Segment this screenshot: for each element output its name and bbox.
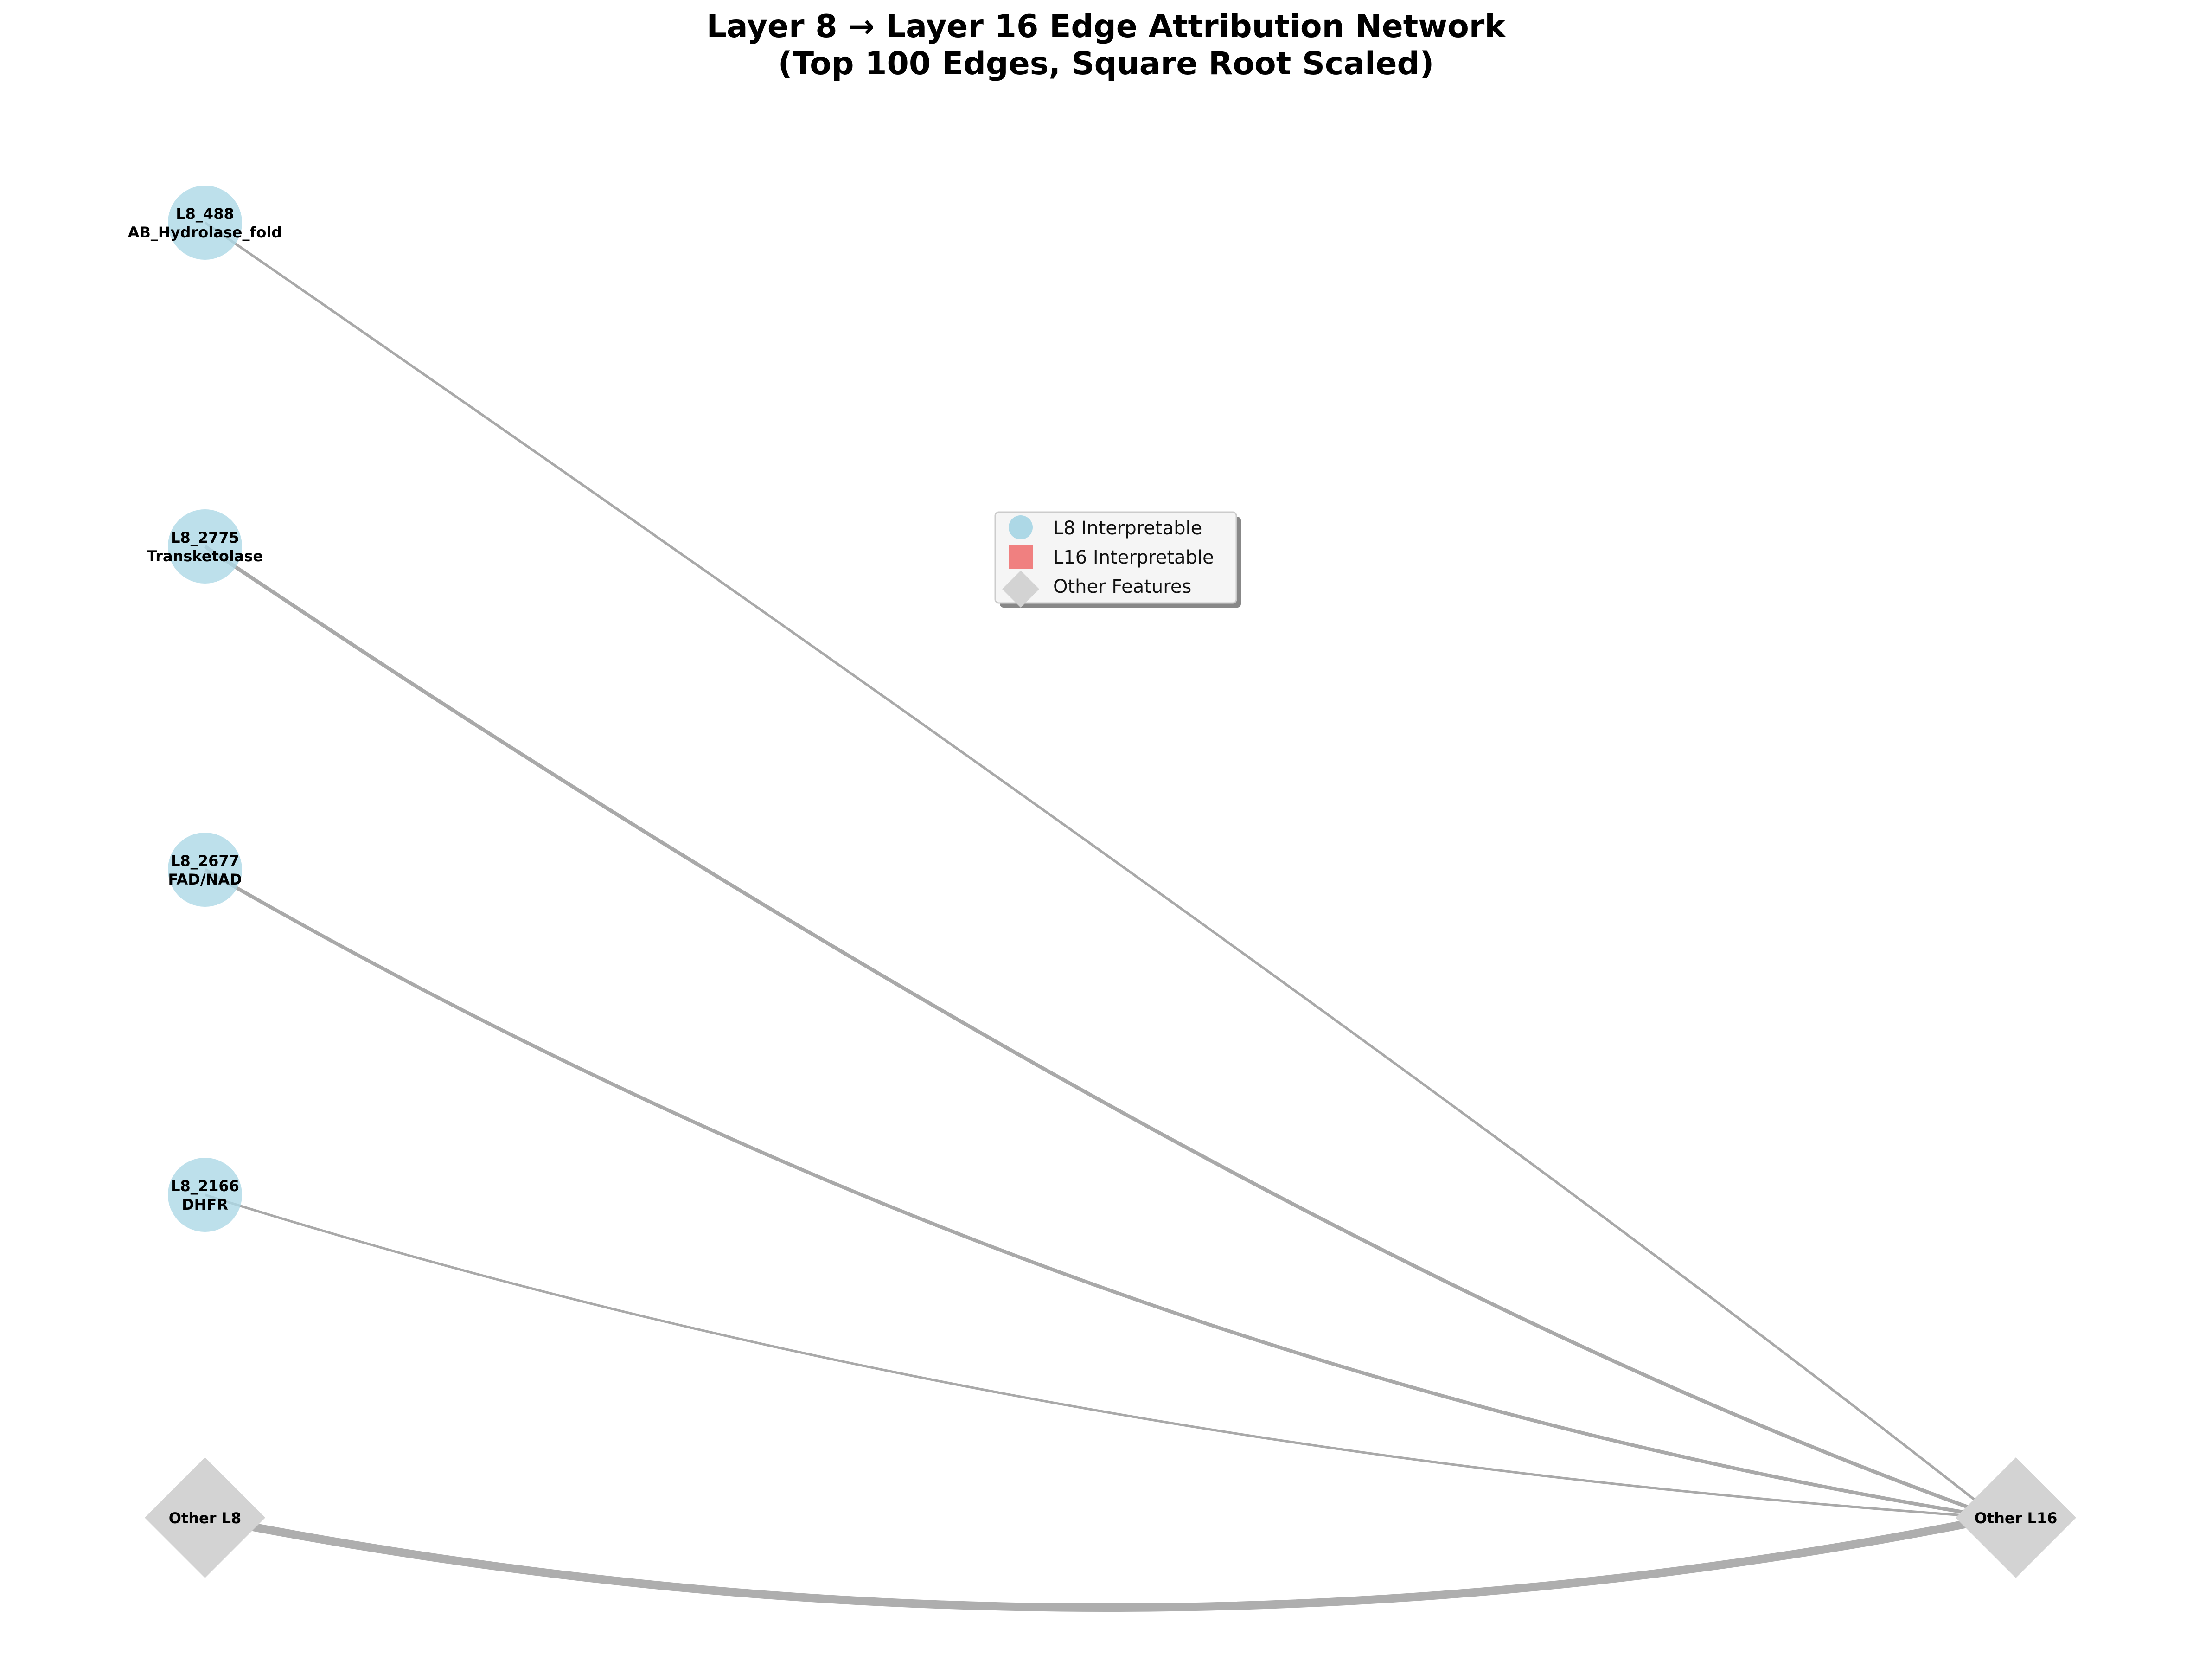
node-label-id: L8_2677 [171, 852, 239, 870]
node-diamond [1956, 1457, 2076, 1578]
legend: L8 Interpretable L16 Interpretable Other… [994, 511, 1241, 608]
node-label-annotation: FAD/NAD [168, 871, 242, 888]
edge-l8-2775-to-other-l16 [204, 545, 1998, 1520]
node-other-l16: Other L16 [1956, 1457, 2076, 1578]
node-label-id: Other L16 [1975, 1509, 2058, 1527]
node-label-id: L8_2775 [171, 529, 239, 546]
legend-square-marker [1009, 545, 1033, 569]
node-other-l8: Other L8 [145, 1457, 265, 1578]
node-label-annotation: AB_Hydrolase_fold [128, 224, 282, 241]
edge-l8-488-to-other-l16 [204, 221, 1998, 1519]
edges-layer [204, 221, 1998, 1612]
node-label-id: L8_488 [176, 205, 234, 223]
node-label-id: L8_2166 [171, 1177, 239, 1195]
node-circle [168, 186, 242, 260]
node-diamond [145, 1457, 265, 1578]
diagram-title-line2: (Top 100 Edges, Square Root Scaled) [778, 45, 1434, 82]
node-circle [168, 509, 242, 584]
legend-diamond-marker [1002, 571, 1039, 608]
legend-label-l8-interpretable: L8 Interpretable [1053, 518, 1202, 539]
edge-l8-2677-to-other-l16 [204, 868, 1998, 1520]
legend-box [994, 511, 1237, 604]
node-label-annotation: Transketolase [147, 547, 263, 565]
edge-other-l8-to-other-l16 [204, 1513, 1998, 1612]
legend-circle-marker [1009, 515, 1033, 539]
legend-label-other-features: Other Features [1053, 576, 1191, 597]
diagram-title-line1: Layer 8 → Layer 16 Edge Attribution Netw… [706, 8, 1506, 45]
node-circle [168, 833, 242, 907]
legend-label-l16-interpretable: L16 Interpretable [1053, 547, 1214, 568]
node-label-id: Other L8 [169, 1509, 242, 1527]
node-circle [168, 1158, 242, 1232]
node-label-annotation: DHFR [182, 1196, 228, 1213]
edge-l8-2166-to-other-l16 [205, 1193, 1998, 1519]
